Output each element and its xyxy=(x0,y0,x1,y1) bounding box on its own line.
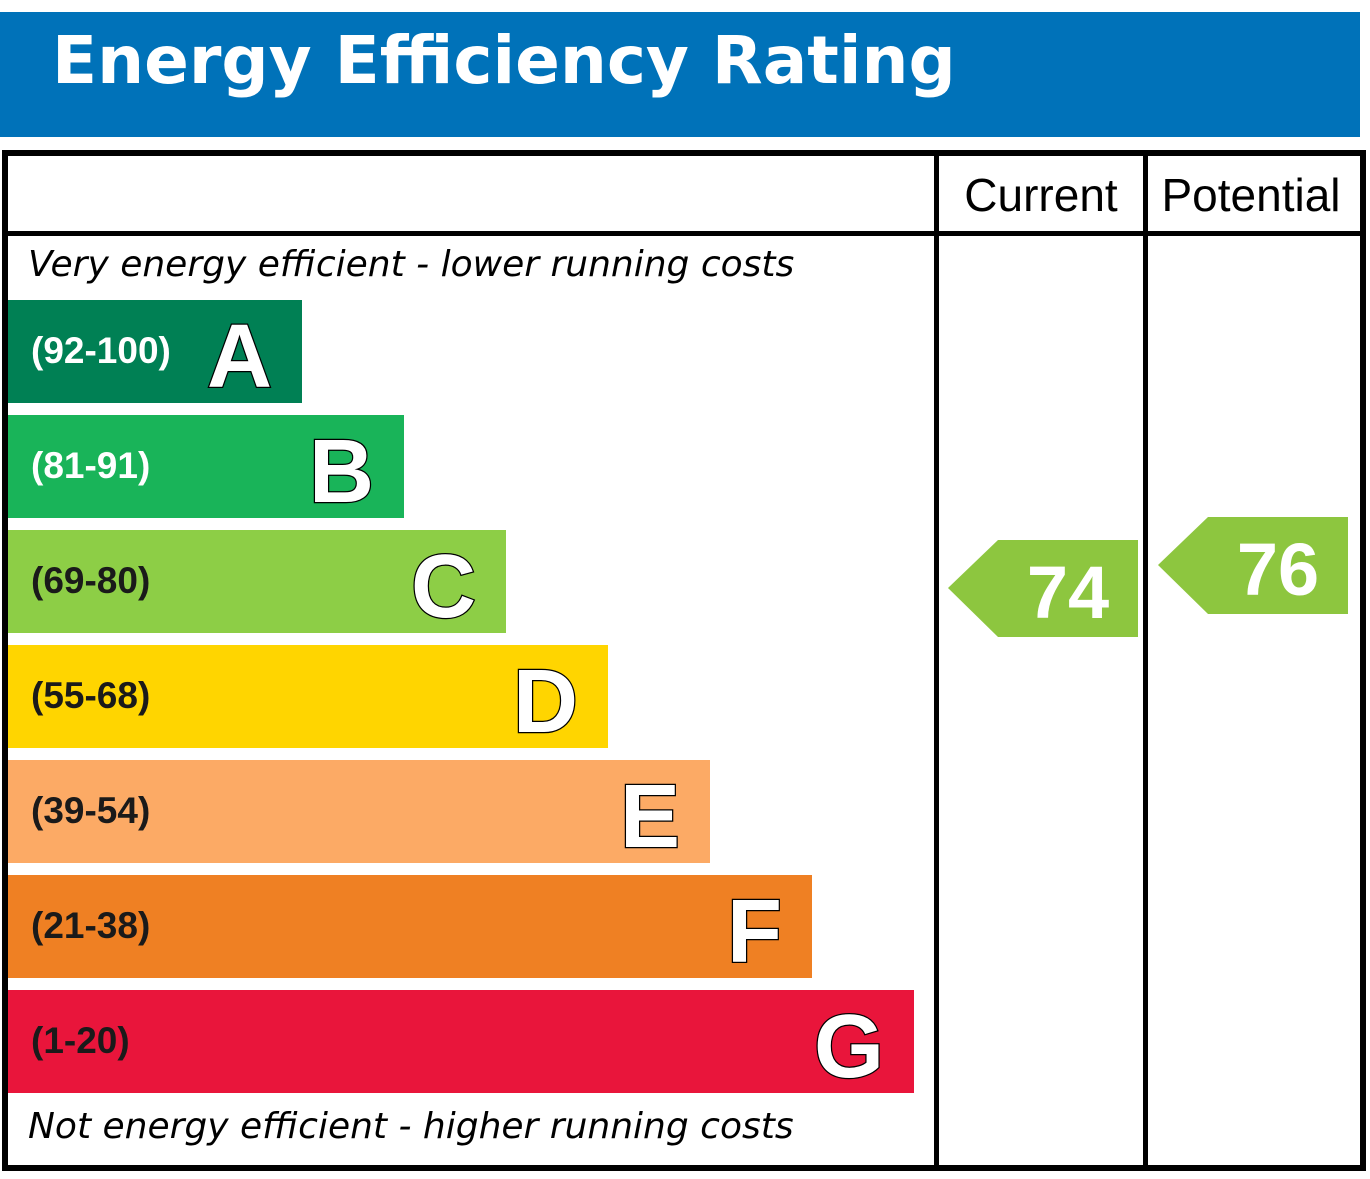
band-range: (69-80) xyxy=(31,560,151,601)
top-note: Very energy efficient - lower running co… xyxy=(28,244,795,285)
band-letter: G xyxy=(813,996,886,1099)
potential-arrow-shape xyxy=(1158,517,1348,614)
current-rating-arrow: 74 xyxy=(948,540,1138,637)
band-range: (92-100) xyxy=(31,330,171,371)
potential-rating-value: 76 xyxy=(1237,528,1319,611)
current-arrow-shape xyxy=(948,540,1138,637)
band-bar-f: (21-38) F xyxy=(8,875,812,983)
title-banner xyxy=(0,12,1360,137)
band-letter: C xyxy=(410,536,478,639)
band-letter: F xyxy=(726,881,783,984)
potential-column-header: Potential xyxy=(1161,169,1341,221)
column-divider xyxy=(934,150,939,1165)
chart-title: Energy Efficiency Rating xyxy=(52,22,956,99)
band-range: (1-20) xyxy=(31,1020,130,1061)
band-letter: D xyxy=(512,651,580,754)
band-range: (21-38) xyxy=(31,905,151,946)
band-range: (39-54) xyxy=(31,790,151,831)
current-column-header: Current xyxy=(964,169,1118,221)
rating-table xyxy=(2,150,1366,1171)
band-letter: A xyxy=(206,306,274,409)
header-divider xyxy=(2,231,1360,236)
band-bar-g: (1-20) G xyxy=(8,990,914,1098)
band-bar-a: (92-100) A xyxy=(8,300,302,408)
band-range: (55-68) xyxy=(31,675,151,716)
band-bar-d: (55-68) D xyxy=(8,645,608,753)
column-divider xyxy=(1143,150,1148,1165)
band-letter: B xyxy=(308,421,376,524)
band-bar-e: (39-54) E xyxy=(8,760,710,868)
bottom-note: Not energy efficient - higher running co… xyxy=(28,1106,794,1147)
band-range: (81-91) xyxy=(31,445,151,486)
band-bar-c: (69-80) C xyxy=(8,530,506,638)
potential-rating-arrow: 76 xyxy=(1158,517,1348,614)
band-bar-b: (81-91) B xyxy=(8,415,404,523)
band-letter: E xyxy=(619,766,682,869)
current-rating-value: 74 xyxy=(1027,551,1109,634)
